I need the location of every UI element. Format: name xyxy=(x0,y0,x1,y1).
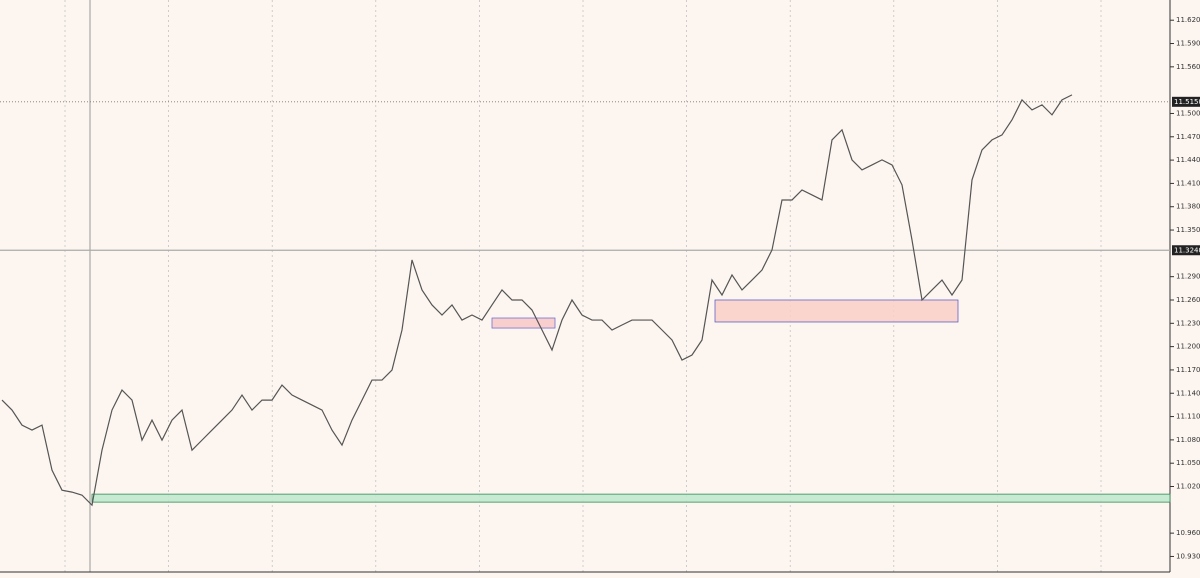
y-tick-label: 11.2600 xyxy=(1176,296,1200,304)
price-label: 11.3240 xyxy=(1174,246,1200,254)
y-tick-label: 11.2000 xyxy=(1176,343,1200,351)
y-tick-label: 11.5000 xyxy=(1176,109,1200,117)
y-tick-label: 11.0500 xyxy=(1176,459,1200,467)
y-tick-label: 11.2300 xyxy=(1176,319,1200,327)
y-tick-label: 11.3800 xyxy=(1176,203,1200,211)
y-tick-label: 10.9600 xyxy=(1176,529,1200,537)
zone xyxy=(714,299,959,323)
y-tick-label: 11.4100 xyxy=(1176,179,1200,187)
price-label-box xyxy=(1172,245,1200,256)
y-tick-label: 11.5600 xyxy=(1176,63,1200,71)
y-tick-label: 11.4400 xyxy=(1176,156,1200,164)
y-tick-label: 11.1400 xyxy=(1176,389,1200,397)
y-tick-label: 11.0200 xyxy=(1176,483,1200,491)
y-tick-label: 11.6200 xyxy=(1176,16,1200,24)
price-label: 11.5150 xyxy=(1174,98,1200,106)
y-tick-label: 11.0800 xyxy=(1176,436,1200,444)
y-tick-label: 10.9300 xyxy=(1176,552,1200,560)
y-tick-label: 11.2900 xyxy=(1176,273,1200,281)
y-tick-label: 11.4700 xyxy=(1176,133,1200,141)
price-label-box xyxy=(1172,96,1200,107)
zone xyxy=(491,317,556,329)
y-tick-label: 11.1700 xyxy=(1176,366,1200,374)
y-tick-label: 11.1100 xyxy=(1176,413,1200,421)
zone xyxy=(91,493,1171,503)
y-tick-label: 11.5900 xyxy=(1176,40,1200,48)
price-line-series xyxy=(1,94,1073,507)
y-tick-label: 11.3500 xyxy=(1176,226,1200,234)
